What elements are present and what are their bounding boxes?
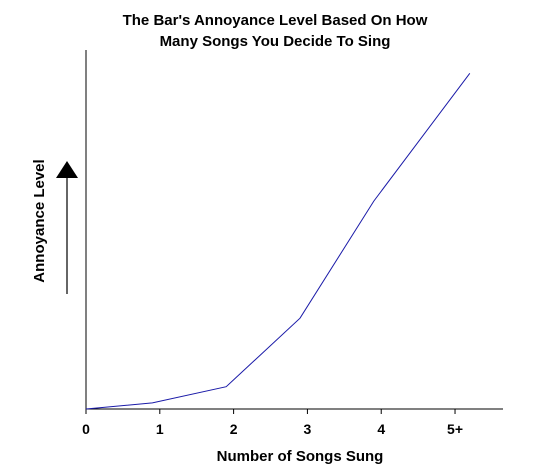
x-ticks xyxy=(85,409,456,414)
chart-title-line-2: Many Songs You Decide To Sing xyxy=(160,33,391,50)
x-tick-label: 0 xyxy=(82,421,90,437)
annoyance-arrow xyxy=(56,161,78,294)
x-tick-label: 2 xyxy=(230,421,238,437)
series-layer xyxy=(85,72,471,410)
annoyance-arrow-head xyxy=(56,161,78,178)
chart-title-line-1: The Bar's Annoyance Level Based On How xyxy=(123,12,428,29)
series-line-0 xyxy=(85,72,471,410)
x-tick-label: 5+ xyxy=(447,421,463,437)
x-tick-labels: 0 1 2 3 4 5+ xyxy=(82,421,463,437)
x-tick-label: 1 xyxy=(156,421,164,437)
x-tick-label: 3 xyxy=(304,421,312,437)
x-tick-label: 4 xyxy=(377,421,385,437)
x-axis-label: Number of Songs Sung xyxy=(217,448,384,465)
y-axis-label: Annoyance Level xyxy=(31,159,48,282)
